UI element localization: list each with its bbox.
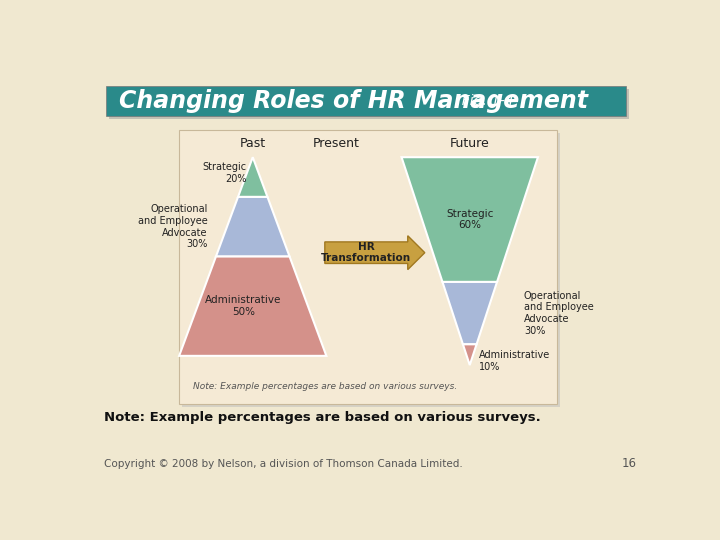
Polygon shape	[325, 236, 425, 269]
Text: Changing Roles of HR Management: Changing Roles of HR Management	[120, 89, 588, 113]
Text: Strategic
60%: Strategic 60%	[446, 209, 493, 231]
Polygon shape	[443, 282, 497, 345]
Text: Fig. 1-4: Fig. 1-4	[453, 94, 513, 108]
Text: Strategic
20%: Strategic 20%	[202, 163, 246, 184]
FancyBboxPatch shape	[182, 133, 560, 407]
Polygon shape	[216, 197, 289, 256]
Text: Past: Past	[240, 137, 266, 150]
Polygon shape	[238, 157, 267, 197]
FancyBboxPatch shape	[106, 86, 626, 116]
Text: HR
Transformation: HR Transformation	[321, 242, 411, 264]
Text: Copyright © 2008 by Nelson, a division of Thomson Canada Limited.: Copyright © 2008 by Nelson, a division o…	[104, 458, 463, 469]
Text: Administrative
10%: Administrative 10%	[479, 350, 550, 372]
Text: Operational
and Employee
Advocate
30%: Operational and Employee Advocate 30%	[524, 291, 594, 335]
Text: 16: 16	[621, 457, 636, 470]
Polygon shape	[402, 157, 538, 282]
Polygon shape	[179, 256, 326, 356]
Text: Note: Example percentages are based on various surveys.: Note: Example percentages are based on v…	[104, 411, 541, 424]
Text: Note: Example percentages are based on various surveys.: Note: Example percentages are based on v…	[193, 382, 457, 391]
Text: Operational
and Employee
Advocate
30%: Operational and Employee Advocate 30%	[138, 204, 208, 249]
Polygon shape	[463, 345, 477, 365]
FancyBboxPatch shape	[179, 130, 557, 403]
Text: Administrative
50%: Administrative 50%	[205, 295, 282, 317]
Text: Present: Present	[313, 137, 360, 150]
Text: Future: Future	[450, 137, 490, 150]
FancyBboxPatch shape	[109, 90, 629, 119]
